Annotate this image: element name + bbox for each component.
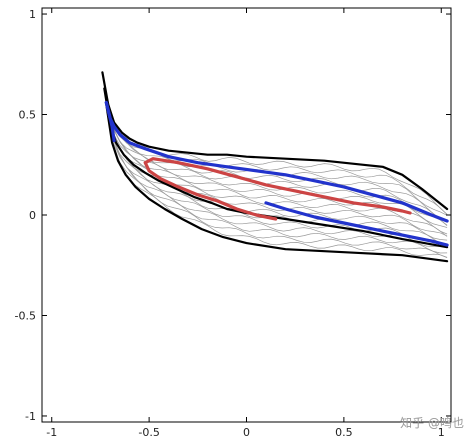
y-tick-label: 0.5: [19, 109, 37, 122]
hatch-line: [105, 103, 448, 259]
hatch-line: [105, 94, 448, 216]
hatch-line: [105, 98, 448, 222]
x-tick-label: -0.5: [138, 426, 159, 439]
boundary-line: [105, 103, 449, 263]
series-line: [143, 157, 412, 221]
hatch-line: [105, 101, 448, 258]
y-tick-label: -0.5: [15, 309, 36, 322]
hatch-line: [105, 102, 448, 247]
boundary-line: [103, 87, 449, 249]
x-tick-label: 1: [438, 426, 445, 439]
series-lines: [101, 71, 449, 263]
boundary-line: [101, 71, 449, 211]
hatch-line: [105, 99, 448, 248]
hatch-line: [105, 101, 448, 241]
hatch-line: [105, 96, 448, 226]
x-tick-label: 0.5: [335, 426, 353, 439]
series-line: [104, 100, 116, 143]
x-tick-label: -1: [46, 426, 57, 439]
hatch-line: [105, 98, 448, 228]
y-tick-label: -1: [25, 410, 36, 423]
hatch-line: [105, 97, 448, 237]
series-line: [104, 100, 449, 223]
axis-ticks: -1 -0.5 0 0.5 1 -1 -0.5 0 0.5 1: [15, 8, 451, 439]
hatch-line: [105, 104, 448, 254]
x-tick-label: 0: [243, 426, 250, 439]
watermark: 知乎 @鸣也: [400, 416, 464, 430]
series-line: [264, 201, 449, 247]
hatch-lines: [105, 92, 448, 259]
y-tick-label: 1: [29, 8, 36, 21]
y-tick-label: 0: [29, 209, 36, 222]
